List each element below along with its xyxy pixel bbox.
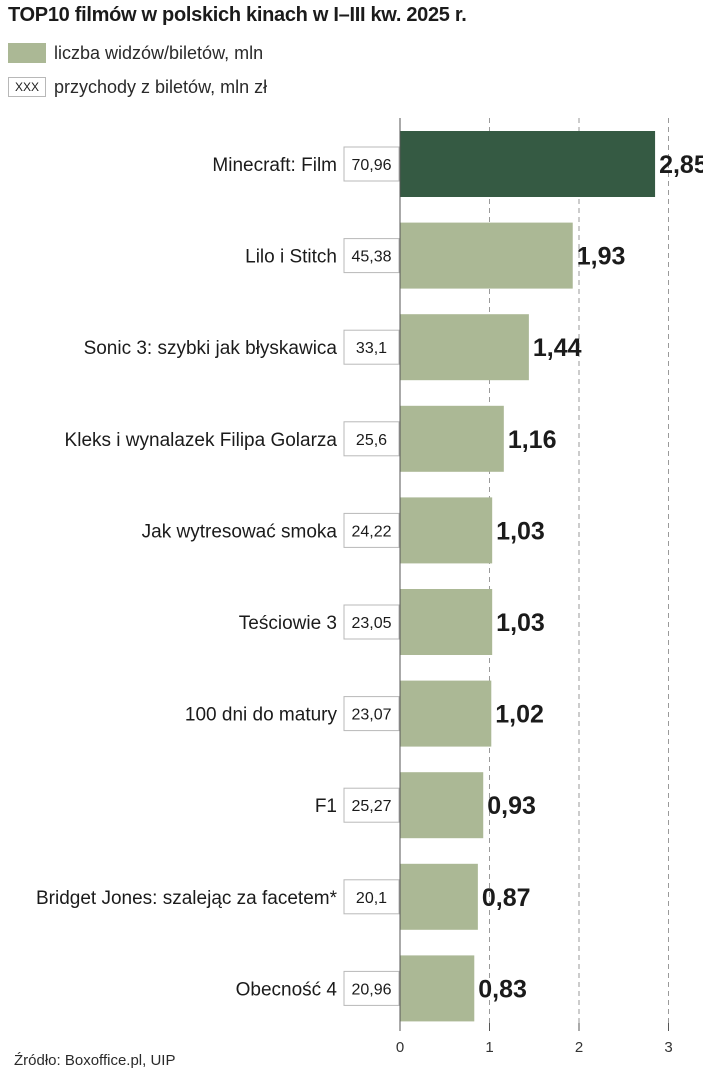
category-label: Lilo i Stitch: [245, 247, 337, 268]
category-label: F1: [315, 796, 337, 817]
legend-item-viewers: liczba widzów/biletów, mln: [8, 40, 263, 66]
category-label: Teściowie 3: [239, 613, 337, 634]
revenue-box: [343, 604, 400, 640]
revenue-label: 20,96: [351, 981, 391, 998]
data-label: 1,03: [496, 517, 545, 545]
category-label: Obecność 4: [236, 979, 338, 1000]
revenue-box: [343, 329, 400, 365]
category-label: 100 dni do matury: [185, 705, 338, 726]
revenue-label: 20,1: [356, 890, 387, 907]
revenue-box: [343, 421, 400, 457]
category-label: Minecraft: Film: [212, 155, 337, 176]
x-tick-label: 1: [485, 1039, 493, 1056]
data-label: 0,83: [478, 975, 527, 1003]
bar: [400, 405, 504, 472]
data-label: 1,16: [508, 426, 557, 454]
data-label: 1,44: [533, 334, 582, 362]
revenue-label: 25,27: [351, 798, 391, 815]
revenue-label: 24,22: [351, 523, 391, 540]
revenue-box: [343, 696, 400, 732]
revenue-label: 23,07: [351, 707, 391, 724]
legend-swatch-viewers: [8, 43, 46, 63]
bar: [400, 497, 493, 564]
data-label: 1,03: [496, 609, 545, 637]
bar: [400, 589, 493, 655]
bar: [400, 955, 475, 1022]
revenue-label: 45,38: [351, 249, 391, 266]
bar: [400, 863, 478, 930]
data-label: 2,85: [659, 151, 703, 179]
revenue-box: [343, 512, 400, 548]
data-label: 0,93: [487, 792, 536, 820]
revenue-box: [343, 970, 400, 1006]
x-tick-label: 3: [664, 1039, 672, 1056]
x-tick-label: 0: [396, 1039, 404, 1056]
source-note: Źródło: Boxoffice.pl, UIP: [14, 1052, 176, 1069]
revenue-box: [343, 787, 400, 823]
revenue-label: 25,6: [356, 432, 387, 449]
revenue-label: 33,1: [356, 340, 387, 357]
legend-label-revenue: przychody z biletów, mln zł: [54, 76, 268, 97]
bar: [400, 222, 573, 289]
chart-title: TOP10 filmów w polskich kinach w I–III k…: [8, 4, 467, 26]
revenue-box: [343, 879, 400, 915]
bar: [400, 680, 492, 747]
bar: [400, 131, 656, 197]
bar: [400, 772, 484, 839]
revenue-box: [343, 146, 400, 182]
data-label: 0,87: [482, 884, 531, 912]
revenue-label: 70,96: [351, 157, 391, 174]
category-label: Sonic 3: szybki jak błyskawica: [84, 338, 338, 359]
revenue-box: [343, 238, 400, 274]
legend-box-revenue: XXX: [8, 77, 46, 97]
bar: [400, 314, 529, 381]
legend-label-viewers: liczba widzów/biletów, mln: [54, 42, 264, 63]
legend-item-revenue: XXX przychody z biletów, mln zł: [8, 74, 267, 100]
data-label: 1,02: [495, 701, 544, 729]
category-label: Bridget Jones: szalejąc za facetem*: [36, 888, 338, 909]
category-label: Jak wytresować smoka: [142, 521, 338, 542]
revenue-label: 23,05: [351, 615, 391, 632]
category-label: Kleks i wynalazek Filipa Golarza: [65, 430, 338, 451]
data-label: 1,93: [577, 243, 626, 271]
x-tick-label: 2: [575, 1039, 583, 1056]
